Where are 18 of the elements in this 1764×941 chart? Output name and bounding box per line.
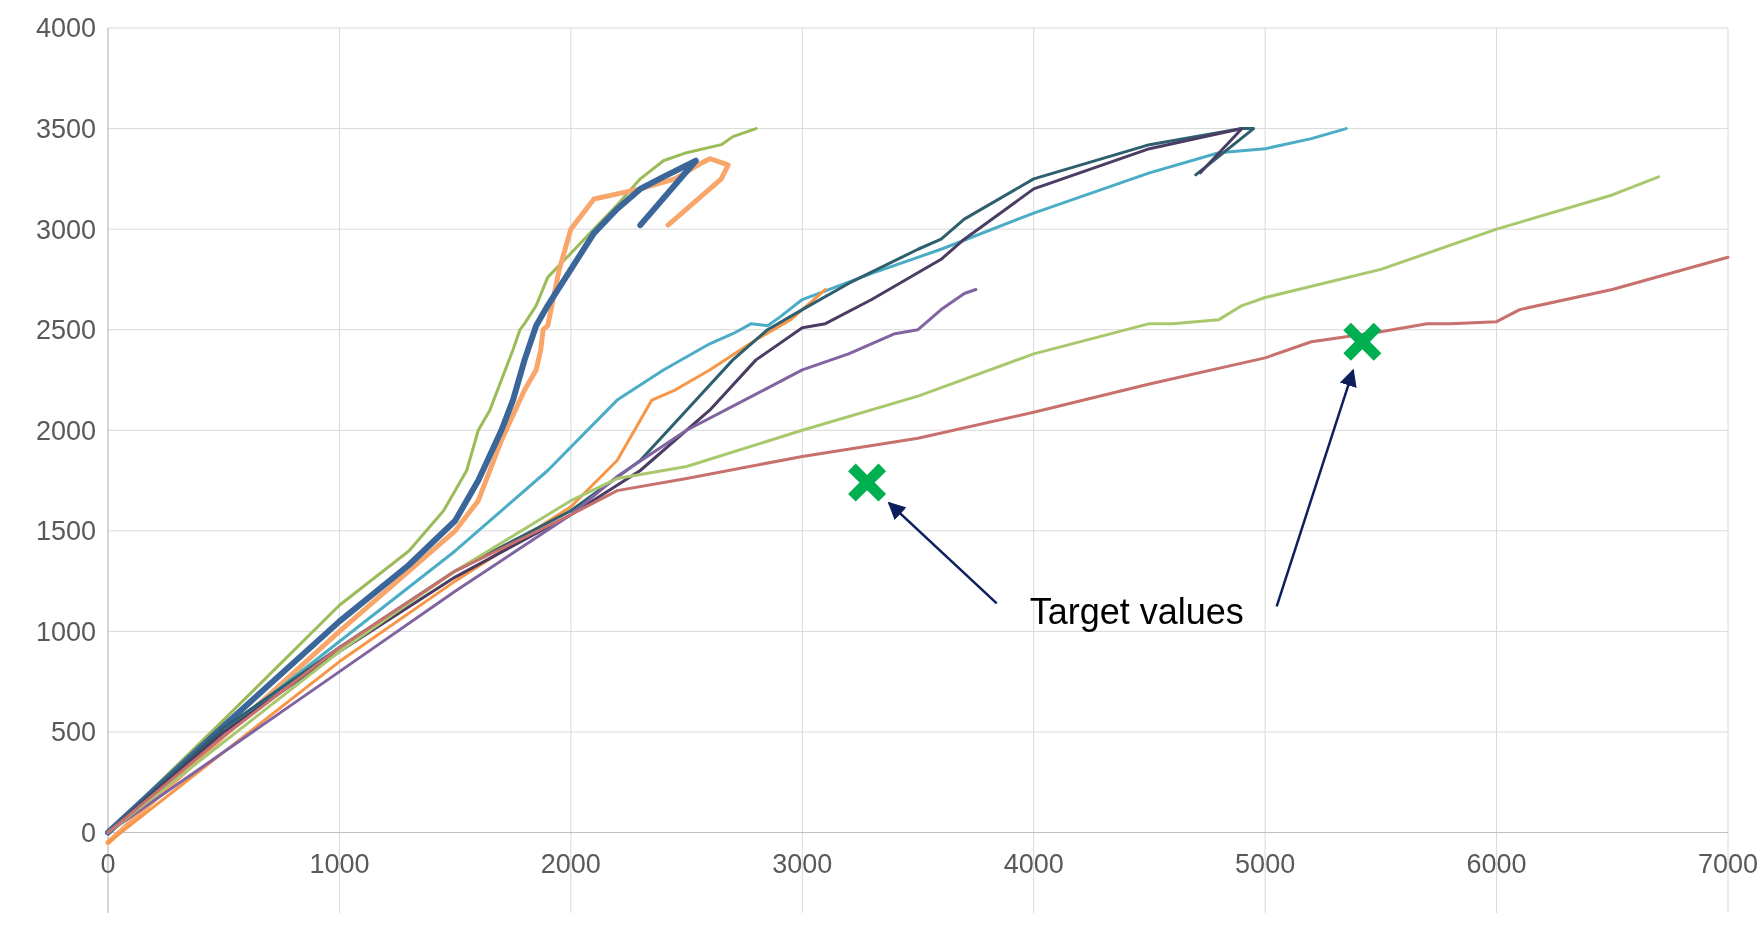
y-tick-label: 3000 [35, 214, 96, 245]
x-tick-label: 7000 [1697, 848, 1759, 879]
x-tick-label: 6000 [1466, 848, 1527, 879]
y-tick-label: 2000 [35, 415, 96, 446]
y-tick-label: 2500 [35, 315, 96, 346]
y-tick-label: 4000 [35, 13, 96, 44]
annotation: Target values [1029, 590, 1244, 632]
x-tick-label: 4000 [1003, 848, 1064, 879]
x-tick-label: 2000 [540, 848, 601, 879]
y-tick-label: 1500 [35, 516, 96, 547]
y-tick-label: 0 [80, 818, 96, 848]
y-tick-label: 3500 [35, 114, 96, 145]
x-tick-label: 3000 [772, 848, 833, 879]
y-tick-label: 500 [50, 717, 96, 748]
y-tick-label: 1000 [35, 616, 96, 647]
x-tick-label: 5000 [1235, 848, 1296, 879]
x-tick-label: 0 [100, 848, 116, 879]
x-tick-label: 1000 [309, 848, 370, 879]
